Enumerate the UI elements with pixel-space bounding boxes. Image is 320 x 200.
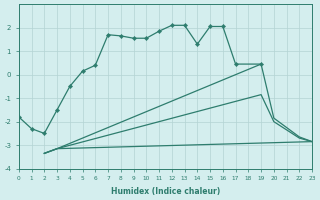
X-axis label: Humidex (Indice chaleur): Humidex (Indice chaleur) — [111, 187, 220, 196]
